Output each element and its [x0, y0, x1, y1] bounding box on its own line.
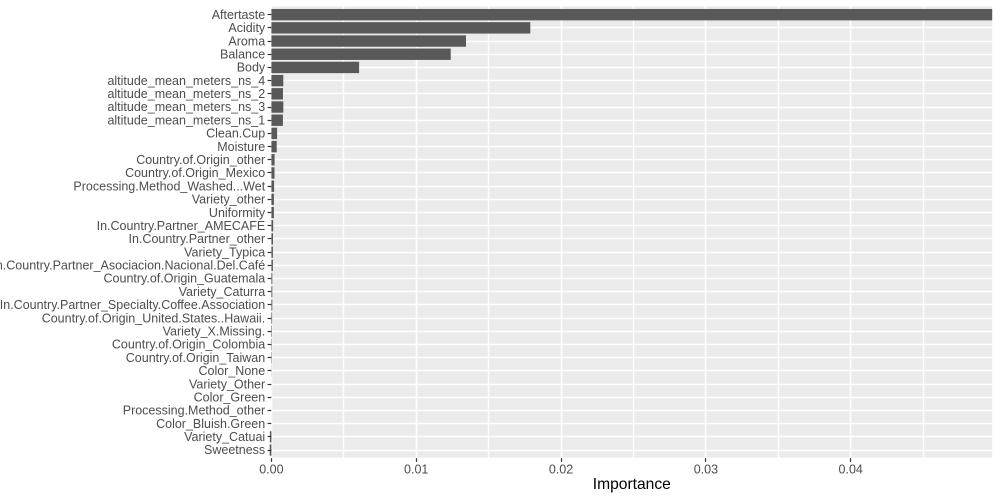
svg-text:Country.of.Origin_United.State: Country.of.Origin_United.States..Hawaii. — [42, 311, 265, 325]
svg-text:Aroma: Aroma — [228, 34, 265, 48]
svg-text:Processing.Method_Washed...Wet: Processing.Method_Washed...Wet — [73, 179, 265, 193]
svg-text:Variety_Typica: Variety_Typica — [184, 245, 265, 259]
svg-text:Moisture: Moisture — [217, 140, 265, 154]
svg-text:In.Country.Partner_AMECAFE: In.Country.Partner_AMECAFE — [97, 219, 266, 233]
svg-text:altitude_mean_meters_ns_3: altitude_mean_meters_ns_3 — [107, 100, 265, 114]
svg-text:0.01: 0.01 — [404, 463, 428, 477]
svg-text:Color_None: Color_None — [198, 364, 265, 378]
svg-text:Sweetness: Sweetness — [204, 443, 265, 457]
svg-text:Uniformity: Uniformity — [209, 206, 266, 220]
svg-text:In.Country.Partner_Asociacion.: In.Country.Partner_Asociacion.Nacional.D… — [0, 259, 265, 273]
svg-text:Variety_Catuai: Variety_Catuai — [184, 430, 265, 444]
svg-text:Variety_Caturra: Variety_Caturra — [179, 285, 266, 299]
svg-text:Clean.Cup: Clean.Cup — [206, 127, 265, 141]
svg-text:0.02: 0.02 — [549, 463, 573, 477]
svg-text:Color_Green: Color_Green — [194, 390, 266, 404]
svg-text:0.04: 0.04 — [839, 463, 863, 477]
svg-text:Variety_Other: Variety_Other — [189, 377, 265, 391]
svg-text:altitude_mean_meters_ns_2: altitude_mean_meters_ns_2 — [107, 87, 265, 101]
svg-text:Processing.Method_other: Processing.Method_other — [123, 404, 265, 418]
svg-text:In.Country.Partner_other: In.Country.Partner_other — [129, 232, 266, 246]
svg-text:0.00: 0.00 — [259, 463, 283, 477]
svg-text:0.03: 0.03 — [694, 463, 718, 477]
svg-text:Country.of.Origin_Taiwan: Country.of.Origin_Taiwan — [126, 351, 265, 365]
svg-text:altitude_mean_meters_ns_1: altitude_mean_meters_ns_1 — [107, 113, 265, 127]
svg-text:Acidity: Acidity — [228, 21, 266, 35]
svg-text:Variety_X.Missing.: Variety_X.Missing. — [163, 325, 266, 339]
svg-text:Balance: Balance — [220, 47, 265, 61]
svg-text:Aftertaste: Aftertaste — [212, 8, 266, 22]
svg-text:Color_Bluish.Green: Color_Bluish.Green — [156, 417, 265, 431]
svg-text:altitude_mean_meters_ns_4: altitude_mean_meters_ns_4 — [107, 74, 265, 88]
svg-text:In.Country.Partner_Specialty.C: In.Country.Partner_Specialty.Coffee.Asso… — [0, 298, 265, 312]
svg-text:Country.of.Origin_Guatemala: Country.of.Origin_Guatemala — [104, 272, 266, 286]
svg-text:Country.of.Origin_Mexico: Country.of.Origin_Mexico — [125, 166, 265, 180]
svg-text:Variety_other: Variety_other — [192, 193, 265, 207]
svg-text:Country.of.Origin_other: Country.of.Origin_other — [136, 153, 265, 167]
svg-text:Importance: Importance — [593, 476, 671, 493]
svg-text:Country.of.Origin_Colombia: Country.of.Origin_Colombia — [112, 338, 265, 352]
svg-text:Body: Body — [237, 61, 266, 75]
